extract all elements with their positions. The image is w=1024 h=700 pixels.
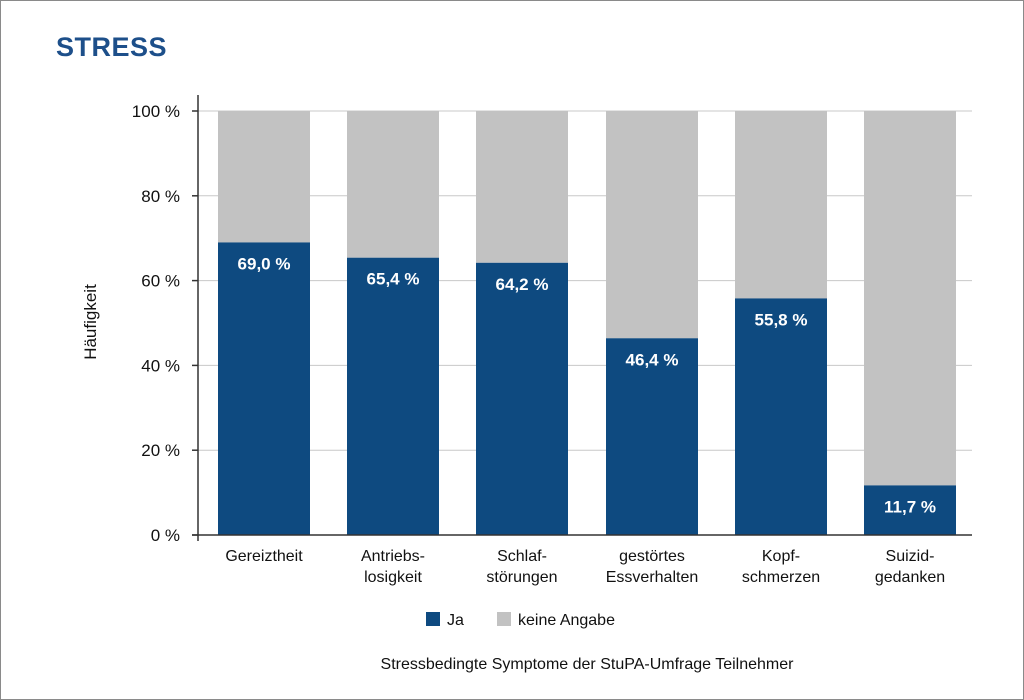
legend-swatch-keine-angabe [497, 612, 511, 626]
value-labels: 69,0 % 65,4 % 64,2 % 46,4 % 55,8 % 11,7 % [238, 254, 936, 516]
bar-keine-angabe [735, 111, 827, 299]
category-label: Kopf-schmerzen [742, 548, 820, 586]
category-label: Gereiztheit [225, 548, 303, 565]
axes [192, 95, 972, 541]
y-tick-label: 0 % [151, 526, 180, 545]
bar-keine-angabe [864, 111, 956, 486]
value-label: 55,8 % [755, 310, 808, 329]
category-label: Suizid-gedanken [875, 548, 945, 586]
bar-ja [476, 262, 568, 535]
bar-ja [735, 298, 827, 535]
value-label: 65,4 % [367, 270, 420, 289]
chart-caption: Stressbedingte Symptome der StuPA-Umfrag… [381, 656, 795, 673]
bar-keine-angabe [347, 111, 439, 258]
y-tick-label: 80 % [141, 187, 180, 206]
y-tick-labels: 0 % 20 % 40 % 60 % 80 % 100 % [132, 102, 180, 545]
bars [218, 111, 956, 535]
bar-ja [218, 242, 310, 535]
y-axis-label: Häufigkeit [81, 284, 100, 360]
bar-ja [347, 257, 439, 535]
y-tick-label: 40 % [141, 356, 180, 375]
bar-keine-angabe [606, 111, 698, 339]
category-label: Schlaf-störungen [486, 548, 557, 586]
category-label: gestörtes Essverhalten [606, 548, 699, 586]
bar-ja [606, 338, 698, 535]
gridlines [198, 110, 972, 451]
bar-ja [864, 485, 956, 535]
legend-label-ja: Ja [447, 612, 464, 629]
bar-keine-angabe [476, 111, 568, 263]
value-label: 69,0 % [238, 254, 291, 273]
value-label: 46,4 % [626, 350, 679, 369]
category-labels: Gereiztheit Antriebs-losigkeit Schlaf-stör… [225, 548, 945, 586]
legend-label-keine-angabe: keine Angabe [518, 612, 615, 629]
category-label: Antriebs-losigkeit [361, 548, 425, 586]
y-tick-label: 20 % [141, 441, 180, 460]
value-label: 11,7 % [884, 497, 936, 516]
value-label: 64,2 % [496, 275, 549, 294]
bar-keine-angabe [218, 111, 310, 243]
y-tick-label: 100 % [132, 102, 180, 121]
y-tick-label: 60 % [141, 272, 180, 291]
chart-title: STRESS [56, 32, 168, 62]
legend-swatch-ja [426, 612, 440, 626]
legend: Ja keine Angabe [426, 612, 615, 629]
